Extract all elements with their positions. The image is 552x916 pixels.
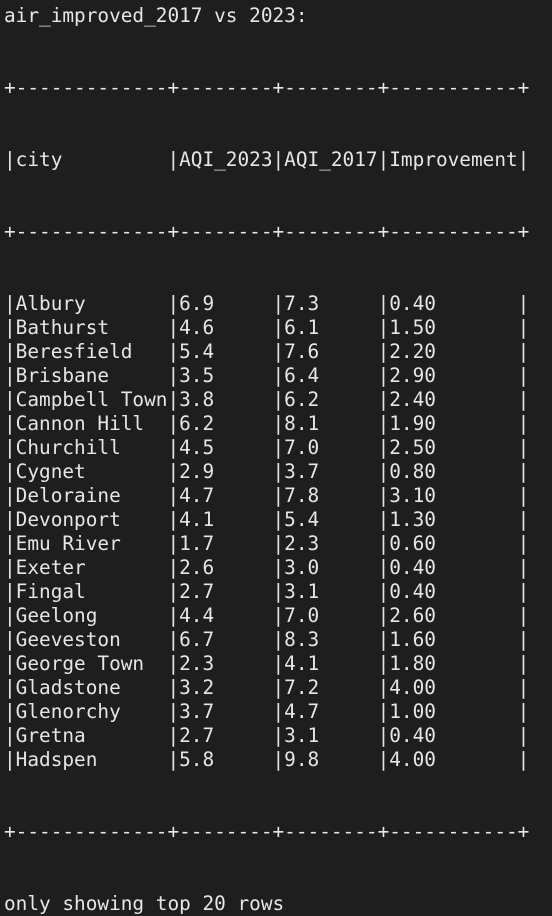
table-bottom-border: +-------------+--------+--------+-------… <box>4 820 530 843</box>
table-body: |Albury |6.9 |7.3 |0.40 | |Bathurst |4.6 … <box>4 292 552 772</box>
table-row: |Bathurst |4.6 |6.1 |1.50 | <box>4 316 530 339</box>
table-header-row: |city |AQI_2023|AQI_2017|Improvement| <box>4 148 530 171</box>
table-row: |Brisbane |3.5 |6.4 |2.90 | <box>4 364 530 387</box>
table-row: |Devonport |4.1 |5.4 |1.30 | <box>4 508 530 531</box>
output-footer: only showing top 20 rows <box>4 892 285 915</box>
table-row: |Deloraine |4.7 |7.8 |3.10 | <box>4 484 530 507</box>
table-row: |Geelong |4.4 |7.0 |2.60 | <box>4 604 530 627</box>
table-row: |Emu River |1.7 |2.3 |0.60 | <box>4 532 530 555</box>
table-row: |Churchill |4.5 |7.0 |2.50 | <box>4 436 530 459</box>
table-top-border: +-------------+--------+--------+-------… <box>4 76 530 99</box>
output-title: air_improved_2017 vs 2023: <box>4 4 308 27</box>
table-row: |Geeveston |6.7 |8.3 |1.60 | <box>4 628 530 651</box>
table-row: |Glenorchy |3.7 |4.7 |1.00 | <box>4 700 530 723</box>
table-row: |Albury |6.9 |7.3 |0.40 | <box>4 292 530 315</box>
table-row: |Hadspen |5.8 |9.8 |4.00 | <box>4 748 530 771</box>
table-row: |Fingal |2.7 |3.1 |0.40 | <box>4 580 530 603</box>
table-row: |Cannon Hill |6.2 |8.1 |1.90 | <box>4 412 530 435</box>
table-row: |Cygnet |2.9 |3.7 |0.80 | <box>4 460 530 483</box>
table-row: |Exeter |2.6 |3.0 |0.40 | <box>4 556 530 579</box>
table-row: |Campbell Town|3.8 |6.2 |2.40 | <box>4 388 530 411</box>
table-row: |George Town |2.3 |4.1 |1.80 | <box>4 652 530 675</box>
table-row: |Gladstone |3.2 |7.2 |4.00 | <box>4 676 530 699</box>
table-row: |Beresfield |5.4 |7.6 |2.20 | <box>4 340 530 363</box>
table-row: |Gretna |2.7 |3.1 |0.40 | <box>4 724 530 747</box>
terminal-output: air_improved_2017 vs 2023: +------------… <box>4 4 530 915</box>
results-table: +-------------+--------+--------+-------… <box>4 28 552 892</box>
table-header-separator: +-------------+--------+--------+-------… <box>4 220 530 243</box>
